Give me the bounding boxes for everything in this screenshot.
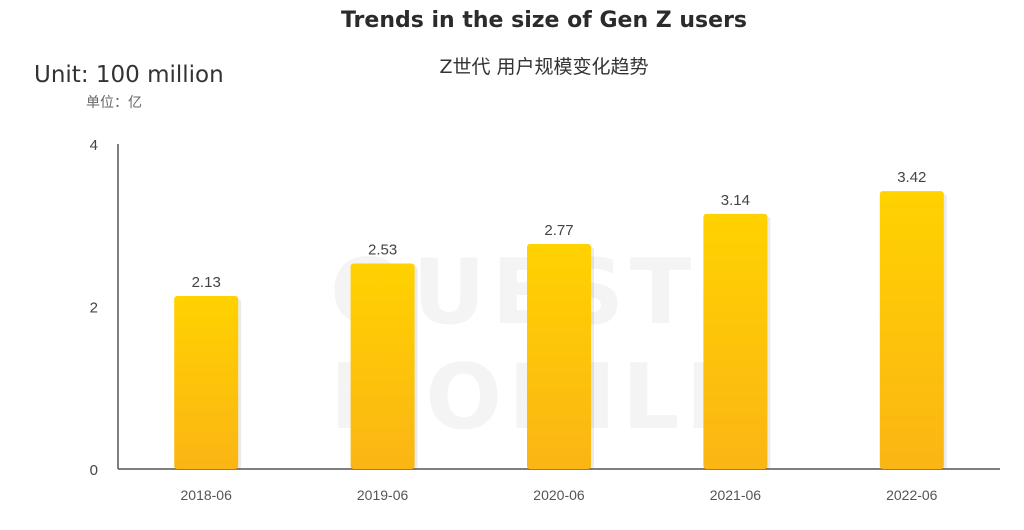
data-label: 2.13 <box>192 274 221 291</box>
data-label: 2.53 <box>368 241 397 258</box>
bar <box>703 213 768 469</box>
y-tick-label: 2 <box>90 300 98 317</box>
bar <box>350 263 415 469</box>
chart-subtitle: Z世代 用户规模变化趋势 <box>439 56 649 78</box>
x-tick-label: 2020-06 <box>533 487 585 503</box>
unit-label-zh: 单位：亿 <box>86 95 142 111</box>
data-label: 3.14 <box>721 192 750 209</box>
data-label: 3.42 <box>897 169 926 186</box>
y-tick-label: 0 <box>90 462 98 479</box>
unit-label: Unit: 100 million <box>34 62 224 88</box>
bar <box>879 191 944 469</box>
x-tick-label: 2022-06 <box>886 487 938 503</box>
x-tick-label: 2018-06 <box>181 487 233 503</box>
x-tick-label: 2019-06 <box>357 487 409 503</box>
y-tick-label: 4 <box>90 137 98 154</box>
chart-title: Trends in the size of Gen Z users <box>340 8 748 33</box>
bar <box>174 295 239 469</box>
bar <box>527 243 591 469</box>
x-tick-label: 2021-06 <box>710 487 762 503</box>
data-label: 2.77 <box>544 222 573 239</box>
